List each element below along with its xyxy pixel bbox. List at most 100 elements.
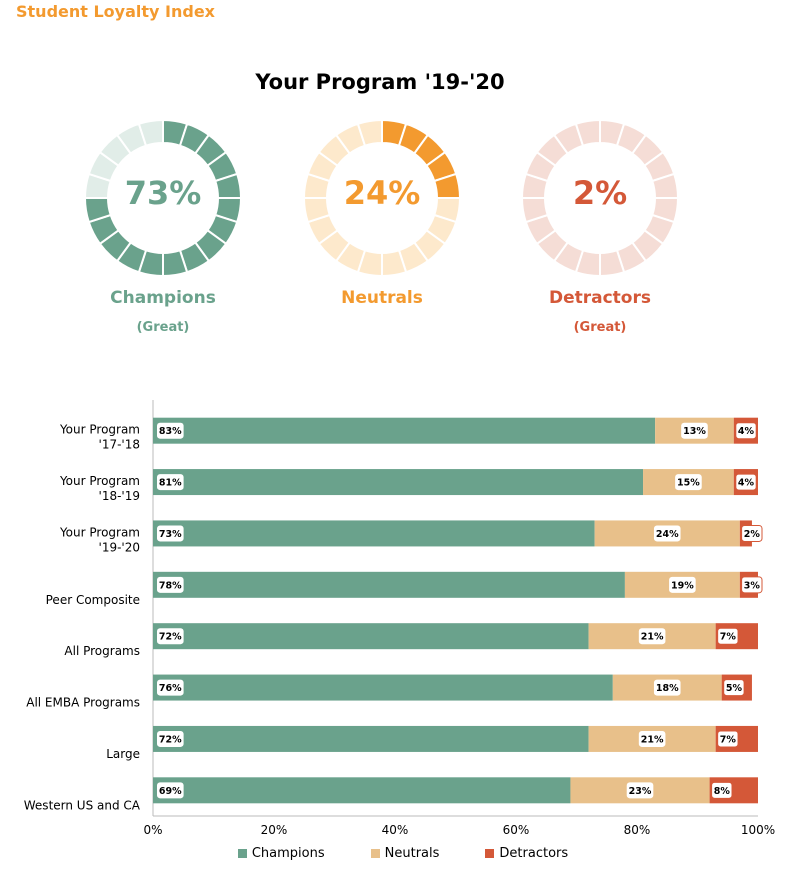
category-label: Your Program '17-'18 (59, 423, 140, 452)
data-label-box (653, 525, 681, 542)
category-label: Western US and CA (24, 798, 141, 812)
x-tick-label: 60% (503, 823, 530, 837)
x-tick-label: 40% (382, 823, 409, 837)
category-label-line: All EMBA Programs (26, 696, 140, 710)
bar-segment-champions (153, 674, 613, 701)
neutrals-label: Neutrals (341, 288, 423, 308)
legend-label: Detractors (499, 846, 569, 861)
data-label-box (717, 730, 739, 748)
detractors-donut-ring (520, 118, 680, 278)
data-label: 18% (656, 683, 679, 694)
data-label-box (669, 576, 696, 593)
data-label-box (638, 628, 666, 645)
data-label-box (681, 422, 708, 439)
data-label: 76% (159, 683, 182, 694)
data-label-box (157, 730, 184, 747)
data-label-box (675, 474, 702, 491)
data-label-box (735, 473, 757, 491)
legend-swatch (370, 849, 380, 858)
data-label-box (735, 422, 757, 440)
data-label-box (717, 627, 739, 645)
data-label: 7% (720, 734, 737, 745)
bar-segment-champions (153, 469, 644, 496)
data-label: 15% (677, 478, 700, 489)
data-label: 19% (671, 580, 694, 591)
detractors-label: Detractors (548, 288, 651, 308)
category-label: Peer Composite (46, 593, 140, 607)
neutrals-donut-ring (302, 118, 462, 278)
data-label: 5% (726, 683, 743, 694)
data-label-box (157, 628, 184, 645)
data-label: 24% (656, 529, 679, 540)
bar-segment-champions (153, 777, 571, 804)
legend-item-champions: Champions (237, 846, 325, 861)
champions-percent: 73% (124, 174, 202, 212)
data-label-box (157, 422, 184, 439)
data-label-box (653, 679, 681, 696)
data-label: 83% (159, 426, 182, 437)
page-title: Student Loyalty Index (16, 2, 215, 21)
data-label: 23% (629, 786, 652, 797)
data-label-box (157, 679, 184, 696)
x-tick-label: 0% (143, 823, 162, 837)
category-label-line: Large (106, 747, 140, 761)
bar-segment-champions (153, 623, 589, 650)
x-tick-label: 80% (624, 823, 651, 837)
category-label: All Programs (64, 644, 140, 658)
detractors-percent: 2% (572, 174, 628, 212)
category-label: All EMBA Programs (26, 696, 140, 710)
bar-segment-champions (153, 571, 625, 598)
legend-swatch (237, 849, 247, 858)
data-label: 72% (159, 632, 182, 643)
data-label: 7% (720, 632, 737, 643)
data-label-box (157, 782, 184, 799)
detractors-rating: (Great) (573, 320, 627, 335)
champions-donut: 73% Champions (Great) (83, 118, 243, 335)
data-label: 4% (738, 426, 755, 437)
bar-segment-champions (153, 520, 595, 547)
data-label: 21% (641, 734, 664, 745)
champions-donut-ring (83, 118, 243, 278)
data-label-box (626, 782, 654, 799)
legend-label: Champions (251, 846, 325, 861)
detractors-donut: 2% Detractors (Great) (520, 118, 680, 335)
data-label-box (711, 781, 733, 799)
category-label: Large (106, 747, 140, 761)
donut-segment (356, 118, 383, 147)
stacked-bar-chart: 0% 20% 40% 60% 80% 100%Your Program '17-'1883%… (24, 400, 775, 837)
legend-swatch (485, 849, 495, 858)
data-label-box (741, 524, 763, 542)
data-label-box (723, 679, 745, 697)
champions-label: Champions (110, 288, 216, 308)
category-label-line: Your Program (59, 525, 140, 539)
category-label-line: Your Program (59, 474, 140, 488)
category-label-line: '18-'19 (99, 489, 140, 503)
category-label-line: Western US and CA (24, 798, 141, 812)
data-label: 4% (738, 478, 755, 489)
data-label-box (157, 474, 184, 491)
legend-item-detractors: Detractors (485, 846, 568, 861)
data-label: 8% (714, 786, 731, 797)
category-label: Your Program '18-'19 (59, 474, 140, 503)
neutrals-percent: 24% (343, 174, 421, 212)
bar-segment-champions (153, 417, 656, 444)
category-label-line: '17-'18 (99, 438, 140, 452)
data-label: 2% (744, 529, 761, 540)
data-label: 13% (683, 426, 706, 437)
category-label-line: All Programs (64, 644, 140, 658)
champions-rating: (Great) (136, 320, 190, 335)
data-label-box (157, 525, 184, 542)
data-label: 72% (159, 734, 182, 745)
data-label: 73% (159, 529, 182, 540)
category-label-line: Your Program (59, 423, 140, 437)
data-label: 81% (159, 478, 182, 489)
data-label: 3% (744, 580, 761, 591)
donut-segment (137, 118, 164, 147)
chart-legend: Champions Neutrals Detractors (0, 846, 786, 861)
data-label-box (157, 576, 184, 593)
bar-segment-champions (153, 725, 589, 752)
data-label-box (638, 730, 666, 747)
data-label: 78% (159, 580, 182, 591)
category-label-line: Peer Composite (46, 593, 140, 607)
x-tick-label: 100% (741, 823, 775, 837)
